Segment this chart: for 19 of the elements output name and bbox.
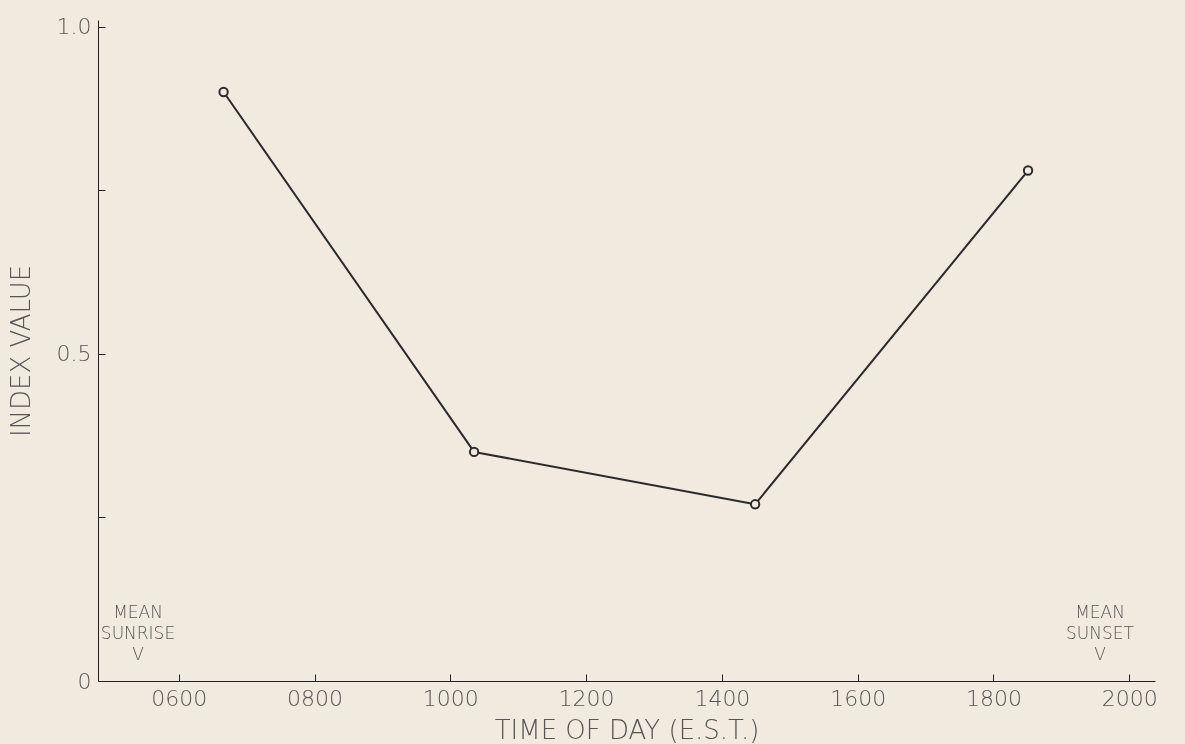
- x-tick-label: 1000: [422, 685, 479, 711]
- x-tick-label: 1400: [694, 685, 751, 711]
- x-tick-label: 2000: [1101, 685, 1158, 711]
- point: [749, 499, 761, 510]
- x-tick-label: 1600: [830, 685, 887, 711]
- point: [1022, 165, 1034, 176]
- annotation: MEAN SUNRISE V: [100, 602, 176, 664]
- x-tick-label: 0800: [287, 685, 344, 711]
- x-tick-label: 1200: [558, 685, 615, 711]
- x-tick-label: 1800: [965, 685, 1022, 711]
- y-tick-label: 1.0: [56, 14, 92, 40]
- point: [218, 86, 229, 98]
- y-tick-label: 0: [77, 668, 92, 694]
- y-axis-title: INDEX VALUE: [5, 264, 36, 438]
- point: [468, 446, 480, 458]
- y-tick-label: 0.5: [56, 341, 92, 367]
- x-axis-title: TIME OF DAY (E.S.T.): [494, 714, 760, 744]
- annotation: MEAN SUNSET V: [1066, 602, 1135, 664]
- x-tick-label: 0600: [151, 685, 208, 711]
